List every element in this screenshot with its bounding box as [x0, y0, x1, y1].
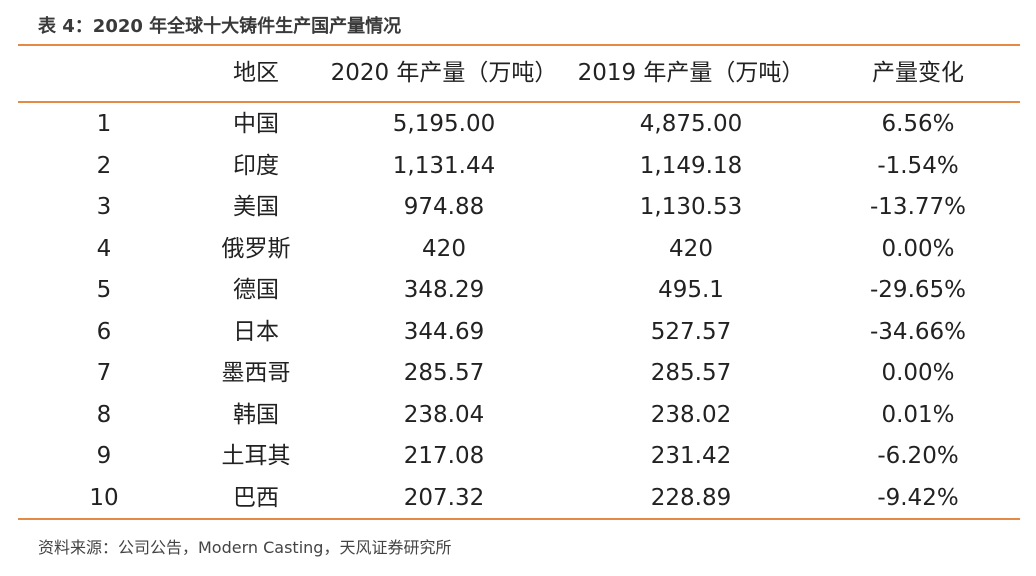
cell-output-2019: 231.42 [650, 443, 732, 469]
cell-output-2020: 5,195.00 [392, 111, 496, 137]
cell-rank: 10 [89, 485, 119, 511]
cell-output-2020: 348.29 [403, 277, 485, 303]
cell-region: 日本 [233, 319, 279, 345]
cell-region: 印度 [233, 153, 279, 179]
cell-region: 土耳其 [221, 443, 291, 469]
cell-output-2020: 1,131.44 [392, 153, 496, 179]
cell-output-2019: 1,130.53 [639, 194, 743, 220]
cell-region: 美国 [233, 194, 279, 220]
cell-rank: 4 [96, 236, 112, 262]
cell-rank: 7 [96, 360, 112, 386]
cell-region: 韩国 [233, 402, 279, 428]
top-rule [18, 44, 1020, 46]
cell-output-2020: 420 [422, 236, 466, 262]
cell-output-change: -1.54% [877, 153, 959, 179]
cell-output-2019: 238.02 [650, 402, 732, 428]
cell-rank: 1 [96, 111, 112, 137]
cell-output-2020: 238.04 [403, 402, 485, 428]
cell-rank: 5 [96, 277, 112, 303]
cell-region: 德国 [233, 277, 279, 303]
cell-output-change: 0.01% [881, 402, 955, 428]
cell-region: 俄罗斯 [221, 236, 291, 262]
cell-region: 中国 [233, 111, 279, 137]
cell-region: 墨西哥 [221, 360, 291, 386]
cell-output-change: -34.66% [870, 319, 966, 345]
cell-rank: 8 [96, 402, 112, 428]
cell-output-change: -13.77% [870, 194, 966, 220]
header-rule [18, 101, 1020, 103]
cell-output-change: 0.00% [881, 360, 955, 386]
cell-output-2019: 285.57 [650, 360, 732, 386]
cell-output-2020: 285.57 [403, 360, 485, 386]
cell-output-2020: 344.69 [403, 319, 485, 345]
bottom-rule [18, 518, 1020, 520]
header-output-2019: 2019 年产量（万吨） [577, 60, 805, 86]
header-output-2020: 2020 年产量（万吨） [330, 60, 558, 86]
cell-rank: 2 [96, 153, 112, 179]
cell-region: 巴西 [233, 485, 279, 511]
cell-output-change: -6.20% [877, 443, 959, 469]
cell-output-2019: 1,149.18 [639, 153, 743, 179]
source-note: 资料来源：公司公告，Modern Casting，天风证券研究所 [38, 538, 452, 557]
cell-output-2019: 228.89 [650, 485, 732, 511]
table-caption: 表 4：2020 年全球十大铸件生产国产量情况 [38, 16, 402, 37]
cell-output-2019: 420 [669, 236, 713, 262]
cell-output-2019: 495.1 [658, 277, 724, 303]
cell-output-2020: 207.32 [403, 485, 485, 511]
cell-output-change: -9.42% [877, 485, 959, 511]
cell-output-2020: 217.08 [403, 443, 485, 469]
cell-rank: 9 [96, 443, 112, 469]
cell-rank: 3 [96, 194, 112, 220]
cell-rank: 6 [96, 319, 112, 345]
cell-output-change: 0.00% [881, 236, 955, 262]
cell-output-change: 6.56% [881, 111, 955, 137]
cell-output-change: -29.65% [870, 277, 966, 303]
header-output-change: 产量变化 [872, 60, 964, 86]
header-region: 地区 [233, 60, 279, 86]
cell-output-2020: 974.88 [403, 194, 485, 220]
cell-output-2019: 4,875.00 [639, 111, 743, 137]
cell-output-2019: 527.57 [650, 319, 732, 345]
